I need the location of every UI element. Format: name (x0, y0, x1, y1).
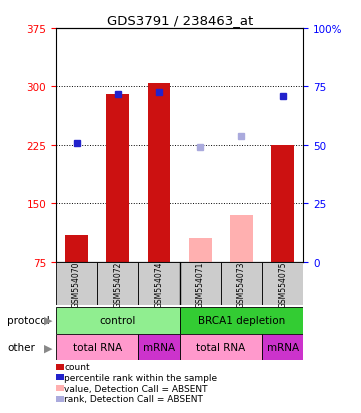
Text: GSM554075: GSM554075 (278, 261, 287, 307)
Bar (230, 216, 253, 262)
Bar (97, 262, 138, 306)
Text: other: other (7, 342, 35, 352)
Text: percentile rank within the sample: percentile rank within the sample (64, 373, 217, 382)
Bar (138, 262, 180, 306)
Bar (106, 95, 129, 262)
Text: rank, Detection Call = ABSENT: rank, Detection Call = ABSENT (64, 394, 203, 404)
Bar (262, 335, 303, 360)
Text: value, Detection Call = ABSENT: value, Detection Call = ABSENT (64, 384, 208, 393)
Text: control: control (100, 315, 136, 325)
Bar (221, 262, 262, 306)
Bar (271, 146, 294, 262)
Text: total RNA: total RNA (196, 342, 245, 352)
Text: GSM554073: GSM554073 (237, 261, 246, 307)
Text: ▶: ▶ (44, 342, 52, 352)
Text: GDS3791 / 238463_at: GDS3791 / 238463_at (107, 14, 254, 27)
Text: GSM554071: GSM554071 (196, 261, 205, 307)
Bar (180, 307, 303, 334)
Bar (56, 307, 180, 334)
Bar (262, 262, 303, 306)
Bar (180, 335, 262, 360)
Text: GSM554074: GSM554074 (155, 261, 164, 307)
Bar (180, 262, 221, 306)
Text: mRNA: mRNA (266, 342, 299, 352)
Bar (148, 83, 170, 262)
Bar (56, 262, 97, 306)
Text: BRCA1 depletion: BRCA1 depletion (198, 315, 285, 325)
Text: protocol: protocol (7, 315, 50, 325)
Text: GSM554070: GSM554070 (72, 261, 81, 307)
Text: mRNA: mRNA (143, 342, 175, 352)
Text: count: count (64, 362, 90, 371)
Text: GSM554072: GSM554072 (113, 261, 122, 307)
Bar (189, 239, 212, 262)
Bar (65, 235, 88, 262)
Text: ▶: ▶ (44, 315, 52, 325)
Bar (56, 335, 138, 360)
Text: total RNA: total RNA (73, 342, 122, 352)
Bar (138, 335, 180, 360)
